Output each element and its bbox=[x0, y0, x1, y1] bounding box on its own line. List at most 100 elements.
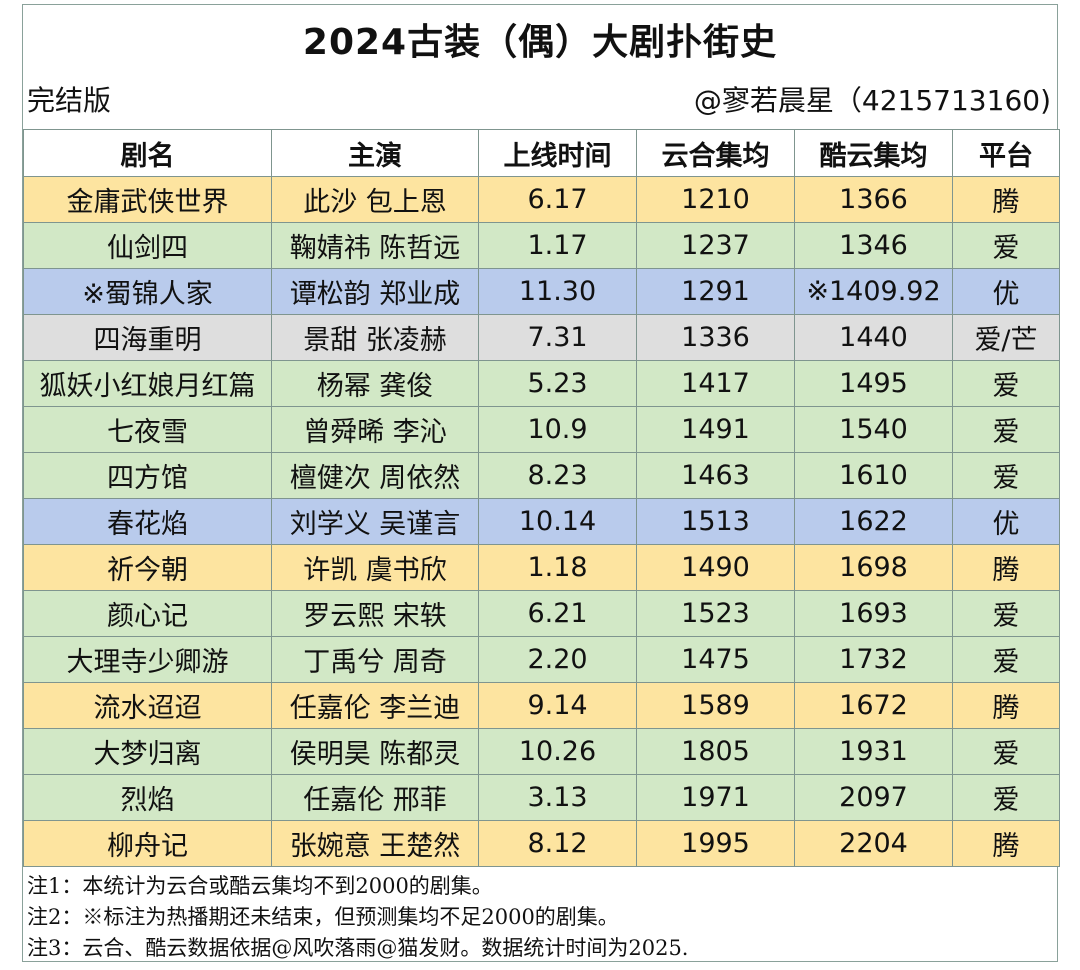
drama-name-cell: 狐妖小红娘月红篇 bbox=[23, 360, 272, 407]
release-date-cell: 1.18 bbox=[478, 544, 637, 591]
lead-actors-cell: 鞠婧祎 陈哲远 bbox=[271, 222, 479, 269]
yunhe-avg-cell: 1971 bbox=[636, 774, 795, 821]
document-frame: 2024古装（偶）大剧扑街史 完结版 @寥若晨星（4215713160) 剧名 … bbox=[22, 4, 1060, 964]
kuyun-avg-cell: 1732 bbox=[794, 636, 953, 683]
table-row: 四方馆 檀健次 周依然 8.23 1463 1610 爱 bbox=[23, 452, 1060, 499]
author-label: @寥若晨星（4215713160) bbox=[693, 84, 1051, 117]
table-row: 烈焰 任嘉伦 邢菲 3.13 1971 2097 爱 bbox=[23, 774, 1060, 821]
lead-actors-cell: 任嘉伦 李兰迪 bbox=[271, 682, 479, 729]
release-date-cell: 9.14 bbox=[478, 682, 637, 729]
kuyun-avg-cell: ※1409.92 bbox=[794, 268, 953, 315]
kuyun-avg-cell: 1495 bbox=[794, 360, 953, 407]
table-row: ※蜀锦人家 谭松韵 郑业成 11.30 1291 ※1409.92 优 bbox=[23, 268, 1060, 315]
lead-actors-cell: 许凯 虞书欣 bbox=[271, 544, 479, 591]
lead-actors-cell: 杨幂 龚俊 bbox=[271, 360, 479, 407]
lead-actors-cell: 罗云熙 宋轶 bbox=[271, 590, 479, 637]
platform-cell: 爱 bbox=[952, 636, 1060, 683]
table-header-row: 剧名 主演 上线时间 云合集均 酷云集均 平台 bbox=[23, 129, 1060, 177]
version-label: 完结版 bbox=[27, 84, 112, 117]
kuyun-avg-cell: 1440 bbox=[794, 314, 953, 361]
release-date-cell: 3.13 bbox=[478, 774, 637, 821]
platform-cell: 腾 bbox=[952, 820, 1060, 867]
kuyun-avg-cell: 1346 bbox=[794, 222, 953, 269]
yunhe-avg-cell: 1589 bbox=[636, 682, 795, 729]
release-date-cell: 8.23 bbox=[478, 452, 637, 499]
yunhe-avg-cell: 1417 bbox=[636, 360, 795, 407]
table-row: 狐妖小红娘月红篇 杨幂 龚俊 5.23 1417 1495 爱 bbox=[23, 360, 1060, 407]
kuyun-avg-cell: 1610 bbox=[794, 452, 953, 499]
table-row: 仙剑四 鞠婧祎 陈哲远 1.17 1237 1346 爱 bbox=[23, 222, 1060, 269]
drama-name-cell: 七夜雪 bbox=[23, 406, 272, 453]
drama-name-cell: 仙剑四 bbox=[23, 222, 272, 269]
drama-table: 剧名 主演 上线时间 云合集均 酷云集均 平台 金庸武侠世界 此沙 包上恩 6.17… bbox=[23, 129, 1060, 867]
kuyun-avg-cell: 2204 bbox=[794, 820, 953, 867]
header-lead-actors: 主演 bbox=[271, 129, 479, 177]
drama-name-cell: ※蜀锦人家 bbox=[23, 268, 272, 315]
drama-name-cell: 烈焰 bbox=[23, 774, 272, 821]
drama-name-cell: 祈今朝 bbox=[23, 544, 272, 591]
table-row: 流水迢迢 任嘉伦 李兰迪 9.14 1589 1672 腾 bbox=[23, 682, 1060, 729]
platform-cell: 腾 bbox=[952, 682, 1060, 729]
platform-cell: 爱 bbox=[952, 360, 1060, 407]
drama-name-cell: 流水迢迢 bbox=[23, 682, 272, 729]
table-row: 金庸武侠世界 此沙 包上恩 6.17 1210 1366 腾 bbox=[23, 176, 1060, 223]
yunhe-avg-cell: 1490 bbox=[636, 544, 795, 591]
kuyun-avg-cell: 1693 bbox=[794, 590, 953, 637]
release-date-cell: 10.14 bbox=[478, 498, 637, 545]
lead-actors-cell: 丁禹兮 周奇 bbox=[271, 636, 479, 683]
lead-actors-cell: 景甜 张凌赫 bbox=[271, 314, 479, 361]
drama-name-cell: 金庸武侠世界 bbox=[23, 176, 272, 223]
kuyun-avg-cell: 1931 bbox=[794, 728, 953, 775]
header-yunhe-avg: 云合集均 bbox=[636, 129, 795, 177]
header-kuyun-avg: 酷云集均 bbox=[794, 129, 953, 177]
yunhe-avg-cell: 1336 bbox=[636, 314, 795, 361]
yunhe-avg-cell: 1210 bbox=[636, 176, 795, 223]
release-date-cell: 1.17 bbox=[478, 222, 637, 269]
note-1: 注1：本统计为云合或酷云集均不到2000的剧集。 bbox=[27, 874, 493, 898]
lead-actors-cell: 侯明昊 陈都灵 bbox=[271, 728, 479, 775]
note-2: 注2：※标注为热播期还未结束，但预测集均不足2000的剧集。 bbox=[27, 905, 619, 929]
lead-actors-cell: 曾舜晞 李沁 bbox=[271, 406, 479, 453]
lead-actors-cell: 张婉意 王楚然 bbox=[271, 820, 479, 867]
platform-cell: 爱 bbox=[952, 452, 1060, 499]
yunhe-avg-cell: 1237 bbox=[636, 222, 795, 269]
lead-actors-cell: 檀健次 周依然 bbox=[271, 452, 479, 499]
yunhe-avg-cell: 1291 bbox=[636, 268, 795, 315]
kuyun-avg-cell: 1698 bbox=[794, 544, 953, 591]
lead-actors-cell: 谭松韵 郑业成 bbox=[271, 268, 479, 315]
header-platform: 平台 bbox=[952, 129, 1060, 177]
table-row: 祈今朝 许凯 虞书欣 1.18 1490 1698 腾 bbox=[23, 544, 1060, 591]
platform-cell: 爱/芒 bbox=[952, 314, 1060, 361]
notes: 注1：本统计为云合或酷云集均不到2000的剧集。 注2：※标注为热播期还未结束，… bbox=[27, 871, 1053, 964]
table-row: 四海重明 景甜 张凌赫 7.31 1336 1440 爱/芒 bbox=[23, 314, 1060, 361]
platform-cell: 爱 bbox=[952, 590, 1060, 637]
table-body: 金庸武侠世界 此沙 包上恩 6.17 1210 1366 腾仙剑四 鞠婧祎 陈哲远 1.17 1… bbox=[23, 176, 1060, 867]
release-date-cell: 7.31 bbox=[478, 314, 637, 361]
table-row: 春花焰 刘学义 吴谨言 10.14 1513 1622 优 bbox=[23, 498, 1060, 545]
drama-name-cell: 大理寺少卿游 bbox=[23, 636, 272, 683]
drama-name-cell: 柳舟记 bbox=[23, 820, 272, 867]
release-date-cell: 11.30 bbox=[478, 268, 637, 315]
kuyun-avg-cell: 1672 bbox=[794, 682, 953, 729]
table-row: 大梦归离 侯明昊 陈都灵 10.26 1805 1931 爱 bbox=[23, 728, 1060, 775]
yunhe-avg-cell: 1995 bbox=[636, 820, 795, 867]
release-date-cell: 10.9 bbox=[478, 406, 637, 453]
table-row: 七夜雪 曾舜晞 李沁 10.9 1491 1540 爱 bbox=[23, 406, 1060, 453]
table-row: 大理寺少卿游 丁禹兮 周奇 2.20 1475 1732 爱 bbox=[23, 636, 1060, 683]
release-date-cell: 8.12 bbox=[478, 820, 637, 867]
platform-cell: 爱 bbox=[952, 728, 1060, 775]
platform-cell: 爱 bbox=[952, 774, 1060, 821]
lead-actors-cell: 任嘉伦 邢菲 bbox=[271, 774, 479, 821]
release-date-cell: 5.23 bbox=[478, 360, 637, 407]
kuyun-avg-cell: 2097 bbox=[794, 774, 953, 821]
platform-cell: 腾 bbox=[952, 176, 1060, 223]
yunhe-avg-cell: 1463 bbox=[636, 452, 795, 499]
yunhe-avg-cell: 1491 bbox=[636, 406, 795, 453]
yunhe-avg-cell: 1513 bbox=[636, 498, 795, 545]
table-row: 柳舟记 张婉意 王楚然 8.12 1995 2204 腾 bbox=[23, 820, 1060, 867]
release-date-cell: 6.21 bbox=[478, 590, 637, 637]
release-date-cell: 6.17 bbox=[478, 176, 637, 223]
table-row: 颜心记 罗云熙 宋轶 6.21 1523 1693 爱 bbox=[23, 590, 1060, 637]
note-3: 注3：云合、酷云数据依据@风吹落雨@猫发财。数据统计时间为2025. bbox=[27, 936, 689, 960]
yunhe-avg-cell: 1523 bbox=[636, 590, 795, 637]
